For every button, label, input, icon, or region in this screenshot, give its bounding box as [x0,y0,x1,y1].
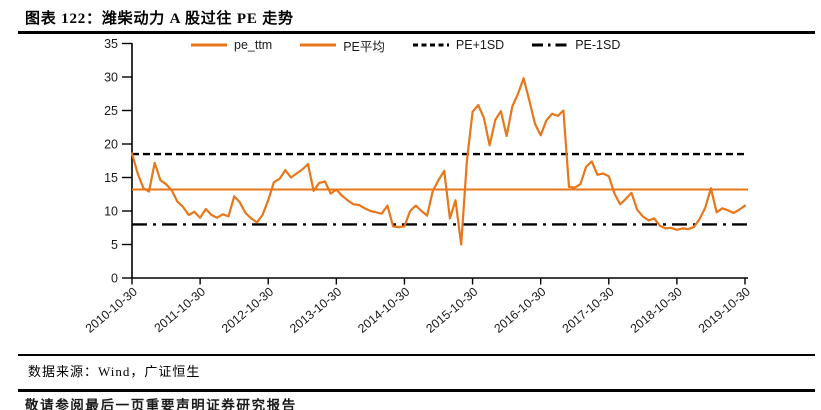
x-tick-label: 2012-10-30 [219,284,276,335]
x-tick-label: 2010-10-30 [83,284,140,335]
y-tick-label: 35 [104,37,118,51]
x-tick-label: 2013-10-30 [287,284,344,335]
x-tick-label: 2011-10-30 [152,284,209,335]
legend-item-pe-ttm: pe_ttm [190,38,272,52]
legend-label-pe-ttm: pe_ttm [234,38,273,52]
y-tick-label: 15 [104,171,118,185]
x-tick-label: 2016-10-30 [491,284,548,335]
footer-rule-thin [18,354,815,356]
y-tick-label: 5 [111,238,118,252]
pe-minus-1sd-swatch-icon [532,43,569,47]
y-tick-label: 20 [104,138,118,152]
figure-title: 图表 122：潍柴动力 A 股过往 PE 走势 [25,11,294,27]
x-tick-label: 2014-10-30 [355,284,412,335]
title-rule [18,31,815,34]
legend-label-pe-plus-1sd: PE+1SD [455,38,505,52]
pe-chart-svg: 0 5 10 15 20 25 30 35 2010-10-30 2011-10-30 2012-1… [83,37,753,336]
x-tick-label: 2019-10-30 [696,284,753,335]
y-tick-label: 25 [104,104,118,118]
legend-label-pe-average: PE平均 [343,39,385,54]
y-tick-label: 10 [104,205,118,219]
pe-ttm-line [130,77,747,246]
footer-rule-thick [18,389,815,392]
x-tick-label: 2015-10-30 [423,284,480,335]
pe-chart: 0 5 10 15 20 25 30 35 2010-10-30 2011-10-30 2012-1… [0,35,821,347]
legend-item-pe-plus-1sd: PE+1SD [412,38,504,52]
data-source: 数据来源：Wind，广证恒生 [28,364,201,379]
chart-legend: pe_ttm PE平均 PE+1SD PE-1SD [190,36,620,55]
pe-plus-1sd-swatch-icon [412,43,449,47]
x-tick-label: 2017-10-30 [560,284,617,335]
legend-item-pe-average: PE平均 [299,36,385,55]
legend-label-pe-minus-1sd: PE-1SD [575,38,621,52]
legend-item-pe-minus-1sd: PE-1SD [531,38,620,52]
pe-average-swatch-icon [300,43,337,47]
x-tick-label: 2018-10-30 [628,284,685,335]
pe-ttm-swatch-icon [191,43,227,47]
y-tick-label: 0 [111,272,118,286]
y-tick-label: 30 [104,71,118,85]
page-disclaimer: 敬请参阅最后一页重要声明证券研究报告 [25,398,297,410]
